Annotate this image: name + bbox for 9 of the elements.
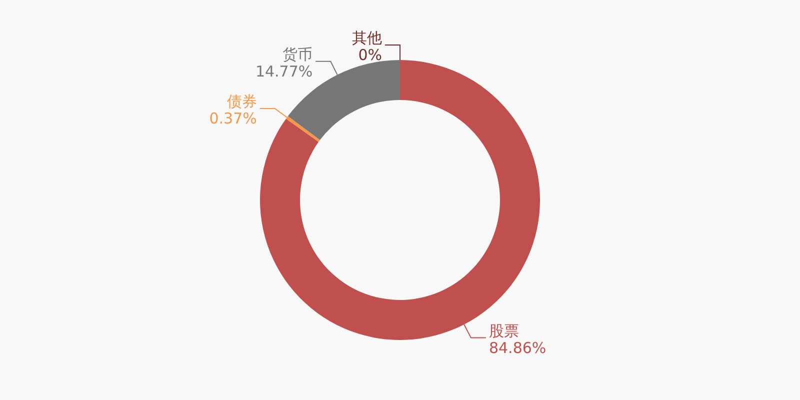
data-label: 0.37%	[209, 110, 257, 128]
category-label: 其他	[352, 29, 382, 47]
data-label: 14.77%	[255, 62, 313, 80]
slice-label: 股票	[488, 322, 519, 340]
slice-label: 货币	[282, 45, 313, 64]
data-label: 84.86%	[488, 338, 546, 357]
slice-label: 债券	[226, 92, 257, 111]
donut-slice	[286, 116, 320, 142]
text: 0%	[358, 46, 382, 64]
